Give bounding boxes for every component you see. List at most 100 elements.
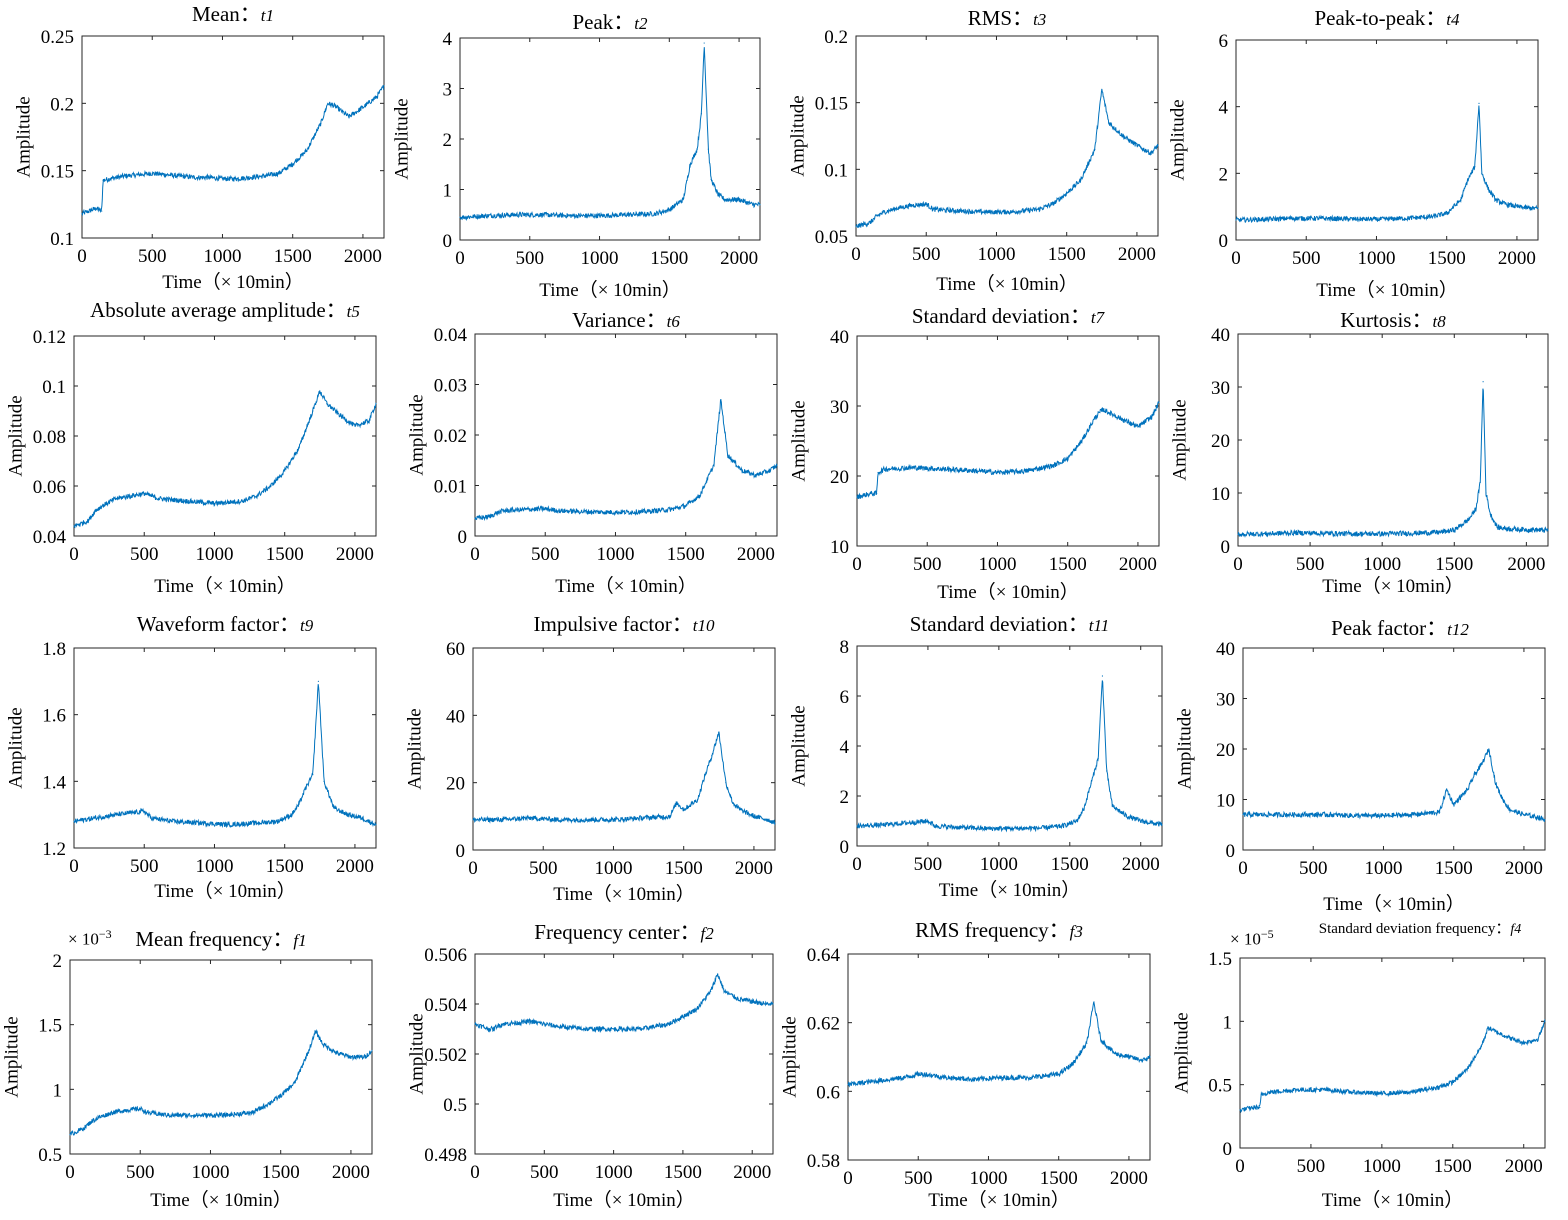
series-line	[1236, 105, 1538, 223]
y-tick-label: 1	[1223, 1012, 1233, 1033]
y-tick-label: 10	[1211, 484, 1230, 505]
x-tick-label: 2000	[336, 544, 374, 565]
data-point	[298, 804, 300, 806]
data-point	[315, 1030, 317, 1032]
chart-title-subscript: t11	[1088, 616, 1110, 635]
y-tick-label: 2	[443, 130, 453, 151]
data-point	[1101, 88, 1103, 90]
y-tick-label: 0	[840, 837, 850, 858]
y-tick-label: 1.4	[42, 772, 66, 793]
series-line	[70, 1029, 372, 1136]
data-point	[1259, 1106, 1261, 1109]
data-point	[1410, 814, 1413, 816]
data-point	[1453, 803, 1455, 806]
y-tick-label: 0.62	[807, 1014, 840, 1035]
data-point	[1354, 815, 1356, 817]
axes-box	[81, 35, 385, 239]
data-point	[1009, 211, 1012, 213]
x-axis-label: Time（× 10min）	[936, 274, 1078, 295]
data-point	[1235, 219, 1237, 221]
data-point	[723, 990, 726, 993]
data-point	[1496, 526, 1499, 529]
x-axis-label: Time（× 10min）	[162, 272, 304, 293]
data-point	[772, 1003, 774, 1005]
data-point	[955, 826, 957, 828]
chart-title-text: Peak：	[572, 10, 635, 34]
data-point	[713, 464, 715, 466]
data-point	[129, 495, 131, 497]
x-tick-label: 1500	[667, 544, 705, 565]
data-point	[376, 96, 378, 98]
axes-box	[1239, 957, 1546, 1149]
data-point	[1267, 1091, 1269, 1093]
data-point	[317, 680, 320, 682]
data-point	[319, 390, 321, 392]
x-tick-label: 1000	[980, 854, 1018, 875]
data-point	[571, 215, 573, 217]
data-point	[488, 1028, 490, 1030]
axes-box	[73, 647, 377, 849]
data-point	[252, 1112, 254, 1114]
data-point	[83, 1127, 85, 1129]
y-tick-label: 0.03	[434, 376, 467, 397]
data-point	[1494, 1030, 1496, 1033]
data-point	[1067, 457, 1069, 460]
data-point	[1111, 805, 1113, 807]
multiplier-exponent: −5	[1260, 927, 1274, 941]
multiplier-base: × 10	[68, 929, 99, 949]
chart-title-subscript: t5	[346, 302, 360, 321]
data-point	[327, 102, 329, 104]
x-tick-label: 2000	[1505, 858, 1543, 879]
data-point	[1012, 827, 1014, 830]
data-point	[697, 798, 699, 801]
data-point	[207, 176, 210, 178]
data-point	[139, 1108, 141, 1110]
chart-title-text: Absolute average amplitude：	[90, 298, 347, 322]
data-point	[101, 210, 103, 212]
data-point	[1149, 1056, 1151, 1058]
data-point	[917, 1073, 919, 1075]
series-line	[1238, 388, 1548, 538]
data-point	[1102, 408, 1104, 411]
y-tick-label: 0.04	[434, 325, 468, 346]
data-point	[493, 1028, 496, 1030]
data-point	[1523, 814, 1525, 816]
chart-title-text: Mean：	[191, 2, 261, 26]
series-line	[473, 731, 775, 826]
data-point	[752, 204, 754, 206]
data-point	[1478, 102, 1480, 104]
data-point	[488, 516, 490, 518]
x-tick-label: 1500	[1428, 248, 1466, 269]
data-point	[1453, 529, 1455, 531]
data-point	[1109, 412, 1111, 414]
chart-title: Frequency center：f2	[534, 922, 713, 943]
x-tick-label: 0	[851, 244, 861, 265]
data-point	[199, 822, 202, 824]
x-tick-label: 2000	[1507, 554, 1545, 575]
y-tick-label: 0.5	[1208, 1076, 1232, 1097]
data-point	[474, 1023, 476, 1025]
data-point	[167, 1114, 169, 1116]
data-point	[383, 85, 385, 87]
x-tick-label: 0	[852, 554, 862, 575]
data-point	[150, 817, 152, 819]
y-tick-label: 0.504	[424, 995, 467, 1016]
series-line	[74, 389, 376, 529]
data-point	[683, 809, 685, 811]
chart-title: Waveform factor：t9	[137, 614, 314, 635]
y-tick-label: 0.06	[33, 477, 66, 498]
data-point	[69, 1134, 71, 1136]
y-tick-label: 6	[1219, 31, 1229, 52]
y-axis-multiplier: × 10−5	[1230, 928, 1274, 948]
data-point	[612, 819, 615, 821]
x-tick-label: 2000	[1498, 248, 1536, 269]
data-point	[739, 809, 741, 811]
x-tick-label: 2000	[332, 1162, 370, 1183]
x-tick-label: 1500	[1435, 554, 1473, 575]
data-point	[223, 1114, 226, 1116]
data-point	[137, 174, 139, 176]
data-point	[626, 214, 629, 216]
